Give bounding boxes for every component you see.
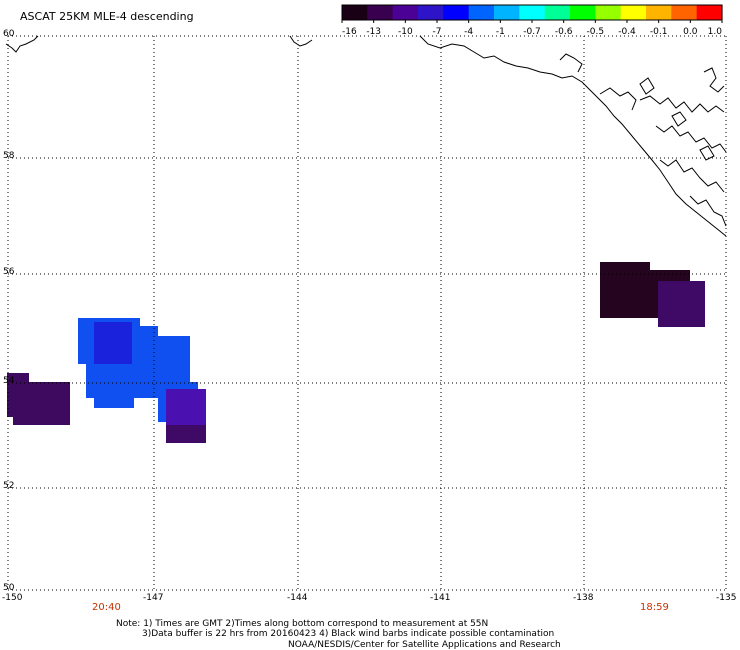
note-line-3: NOAA/NESDIS/Center for Satellite Applica… (288, 640, 561, 650)
coast-inlet-1 (559, 53, 583, 73)
coast-mainland-fjords (703, 67, 725, 93)
south-purple-swath (166, 425, 206, 443)
colorbar-cell (392, 5, 419, 20)
lon-label: -150 (2, 593, 23, 603)
colorbar-ticks: -16 -13 -10 -7 -4 -1 -0.7 -0.6 -0.5 -0.4 -0.1 0.0 1.… (341, 20, 723, 37)
colorbar-tick-label: -0.7 (523, 27, 541, 37)
colorbar-cell (620, 5, 647, 20)
lat-labels: 60 58 56 54 52 50 (3, 29, 15, 593)
note-line-2: 3)Data buffer is 22 hrs from 20160423 4)… (142, 629, 554, 639)
lat-label: 60 (3, 29, 15, 39)
colorbar-cell (646, 5, 672, 20)
colorbar-cell (671, 5, 698, 20)
west-purple-swath (13, 382, 70, 425)
colorbar-tick-label: -0.4 (618, 27, 636, 37)
map-title: ASCAT 25KM MLE-4 descending (20, 10, 194, 23)
colorbar-cell (494, 5, 520, 20)
island-2 (671, 111, 687, 127)
coast-inlet-2 (599, 87, 637, 111)
colorbar-cell (468, 5, 495, 20)
lon-label: -147 (143, 593, 163, 603)
kodiak-coast (5, 35, 39, 53)
colorbar-tick-label: -7 (433, 27, 442, 37)
colorbar-cell (570, 5, 596, 20)
colorbar-cell (595, 5, 622, 20)
island-1 (639, 77, 655, 95)
island-3 (699, 145, 715, 161)
time-right: 18:59 (640, 602, 669, 613)
lon-label: -141 (430, 593, 450, 603)
colorbar-tick-label: 1.0 (708, 27, 723, 37)
lon-label: -138 (573, 593, 594, 603)
lat-lon-grid (7, 35, 727, 591)
colorbar-cell (367, 5, 394, 20)
lat-label: 50 (3, 583, 15, 593)
colorbar-cell (342, 5, 368, 20)
east-purple-swath (658, 281, 705, 327)
colorbar-cell (696, 5, 723, 20)
coastline (5, 35, 727, 237)
gulf-of-alaska-coast (419, 35, 727, 237)
central-dark-blue-core (94, 322, 132, 364)
colorbar-tick-label: -1 (496, 27, 505, 37)
colorbar-tick-label: -0.5 (587, 27, 605, 37)
lat-label: 54 (3, 376, 15, 386)
colorbar-cell (544, 5, 571, 20)
colorbar-tick-label: 0.0 (683, 27, 698, 37)
colorbar-tick-label: -0.6 (555, 27, 573, 37)
time-left: 20:40 (92, 602, 121, 613)
colorbar-tick-label: -16 (342, 27, 357, 37)
central-blue-swath (94, 360, 134, 408)
colorbar-cell (519, 5, 546, 20)
archipelago-far-south (689, 195, 727, 227)
archipelago-south (659, 159, 725, 193)
lat-label: 52 (3, 481, 14, 491)
lon-label: -144 (287, 593, 308, 603)
colorbar-tick-label: -4 (464, 27, 473, 37)
colorbar-tick-label: -10 (398, 27, 413, 37)
colorbar-tick-label: -0.1 (650, 27, 668, 37)
lon-label: -135 (716, 593, 736, 603)
colorbar-cell (443, 5, 470, 20)
archipelago-mid (655, 125, 727, 153)
lat-label: 58 (3, 151, 15, 161)
lat-label: 56 (3, 267, 15, 277)
note-line-1: Note: 1) Times are GMT 2)Times along bot… (116, 619, 488, 629)
colorbar-gradient (342, 5, 723, 20)
archipelago-north (639, 95, 725, 113)
colorbar-cell (418, 5, 444, 20)
gulf-coast-west (289, 35, 313, 47)
colorbar-tick-label: -13 (366, 27, 381, 37)
colorbar-legend: -16 -13 -10 -7 -4 -1 -0.7 -0.6 -0.5 -0.4 -0.1 0.0 1.… (341, 4, 723, 37)
lon-labels: -150 -147 -144 -141 -138 -135 (2, 593, 736, 603)
wind-swaths (7, 262, 705, 443)
